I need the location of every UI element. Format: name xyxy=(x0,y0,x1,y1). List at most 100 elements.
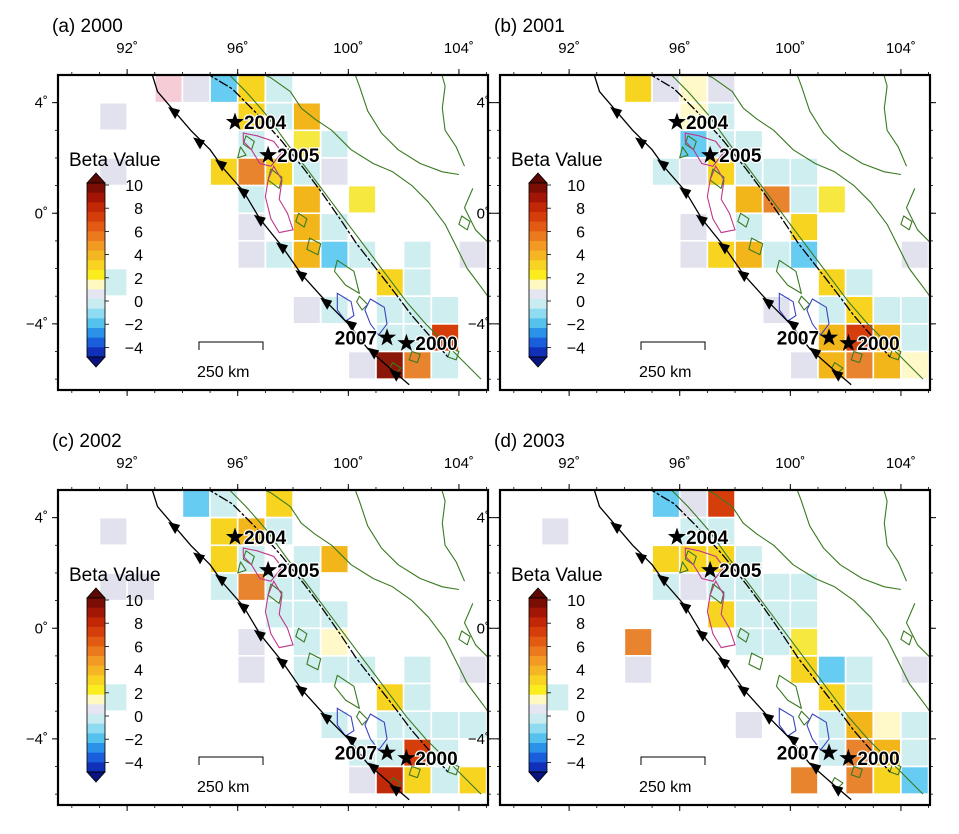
colorbar-segment xyxy=(87,337,105,348)
beta-cell xyxy=(900,765,930,795)
event-star xyxy=(839,333,858,351)
event-label: 2007 xyxy=(777,744,819,765)
beta-cell xyxy=(817,184,847,215)
trench-tooth xyxy=(389,784,402,797)
colorbar-segment xyxy=(529,694,547,705)
event-label: 2005 xyxy=(277,146,320,167)
island xyxy=(748,237,764,256)
rupture-contour xyxy=(336,707,355,737)
earthquake-events: 2004 2005 2007 2000 xyxy=(225,112,459,356)
island xyxy=(237,146,247,159)
lat-tick-label: 4˚ xyxy=(35,95,48,112)
colorbar-tick-label: 8 xyxy=(134,201,143,218)
beta-cell xyxy=(872,350,902,380)
lon-tick-label: 104˚ xyxy=(444,455,474,472)
map-body xyxy=(500,490,930,805)
beta-cell xyxy=(375,710,405,740)
beta-cell xyxy=(292,544,322,574)
colorbar-segment xyxy=(529,646,547,657)
colorbar-outline xyxy=(528,597,548,773)
colorbar-tick-label: 6 xyxy=(576,224,585,241)
trench-tooth xyxy=(695,214,708,227)
colorbar-segment xyxy=(529,279,547,290)
trench-tooth xyxy=(168,521,181,534)
colorbar-segment xyxy=(87,714,105,725)
event-label: 2004 xyxy=(686,113,729,134)
event-label: 2005 xyxy=(719,561,762,582)
colorbar-segment xyxy=(529,337,547,348)
colorbar-tick-label: 8 xyxy=(576,201,585,218)
colorbar-tick-label: 8 xyxy=(134,616,143,633)
lon-tick-label: 100˚ xyxy=(775,455,805,472)
scale-bar-line xyxy=(640,341,706,350)
sumatran-fault xyxy=(649,75,891,358)
island xyxy=(356,710,369,726)
colorbar-segment xyxy=(87,212,105,223)
trench-tooth xyxy=(275,657,288,670)
beta-cell xyxy=(678,516,709,547)
beta-cell xyxy=(623,627,653,657)
coastline xyxy=(228,75,482,380)
beta-cell xyxy=(236,240,267,270)
beta-cell xyxy=(844,682,875,712)
beta-cell xyxy=(154,75,184,104)
beta-cell xyxy=(817,655,847,685)
beta-cell xyxy=(126,572,156,602)
coastline xyxy=(463,603,488,659)
island xyxy=(798,295,811,311)
lat-tick-label: 4˚ xyxy=(477,95,490,112)
colorbar-segment xyxy=(87,318,105,329)
beta-cell xyxy=(817,710,847,740)
map-body xyxy=(58,75,488,390)
colorbar-segment xyxy=(87,675,105,686)
event-label: 2000 xyxy=(415,334,457,355)
beta-cell xyxy=(98,516,128,547)
lat-tick-label: 4˚ xyxy=(477,510,490,527)
lat-tick-label: 0˚ xyxy=(35,620,48,637)
island xyxy=(850,765,863,779)
rupture-contour xyxy=(242,132,283,167)
rupture-contour xyxy=(706,579,736,649)
beta-cell xyxy=(789,599,819,630)
colorbar-segment xyxy=(529,250,547,261)
beta-cell xyxy=(844,765,875,795)
event-label: 2007 xyxy=(335,329,377,350)
beta-cell xyxy=(844,655,875,685)
colorbar-segment xyxy=(87,289,105,300)
colorbar-segment xyxy=(87,627,105,638)
map-frame xyxy=(56,488,490,807)
beta-cell xyxy=(761,572,792,602)
colorbar-tick-label: 8 xyxy=(576,616,585,633)
colorbar-segment xyxy=(529,704,547,715)
colorbar-tick-label: −4 xyxy=(125,340,143,357)
colorbar-segment xyxy=(529,714,547,725)
beta-cell xyxy=(706,101,736,132)
beta-cell xyxy=(900,710,930,740)
trench-tooth xyxy=(831,369,844,382)
beta-cell xyxy=(678,157,709,187)
colorbar-segment xyxy=(529,231,547,242)
earthquake-events: 2004 2005 2007 2000 xyxy=(667,112,901,356)
lat-tick-label: −4˚ xyxy=(26,316,48,333)
rupture-contour xyxy=(684,547,725,582)
colorbar-segment xyxy=(529,733,547,744)
trench-tooth xyxy=(320,712,333,725)
earthquake-events: 2004 2005 2007 2000 xyxy=(225,527,459,771)
island xyxy=(850,350,863,364)
colorbar-segment xyxy=(529,617,547,628)
colorbar-title: Beta Value xyxy=(69,565,161,586)
beta-cell xyxy=(402,765,433,795)
beta-cell xyxy=(706,516,736,547)
beta-cell xyxy=(264,75,294,104)
beta-cell xyxy=(844,267,875,297)
trench-tooth xyxy=(295,270,308,283)
event-star xyxy=(820,328,839,346)
event-star xyxy=(378,743,397,761)
colorbar-segment xyxy=(529,723,547,734)
colorbar-segment xyxy=(87,743,105,754)
colorbar-segment xyxy=(529,308,547,319)
trench-tooth xyxy=(275,242,288,255)
event-star xyxy=(259,560,278,578)
colorbar-segment xyxy=(87,270,105,281)
colorbar-segment xyxy=(87,279,105,290)
